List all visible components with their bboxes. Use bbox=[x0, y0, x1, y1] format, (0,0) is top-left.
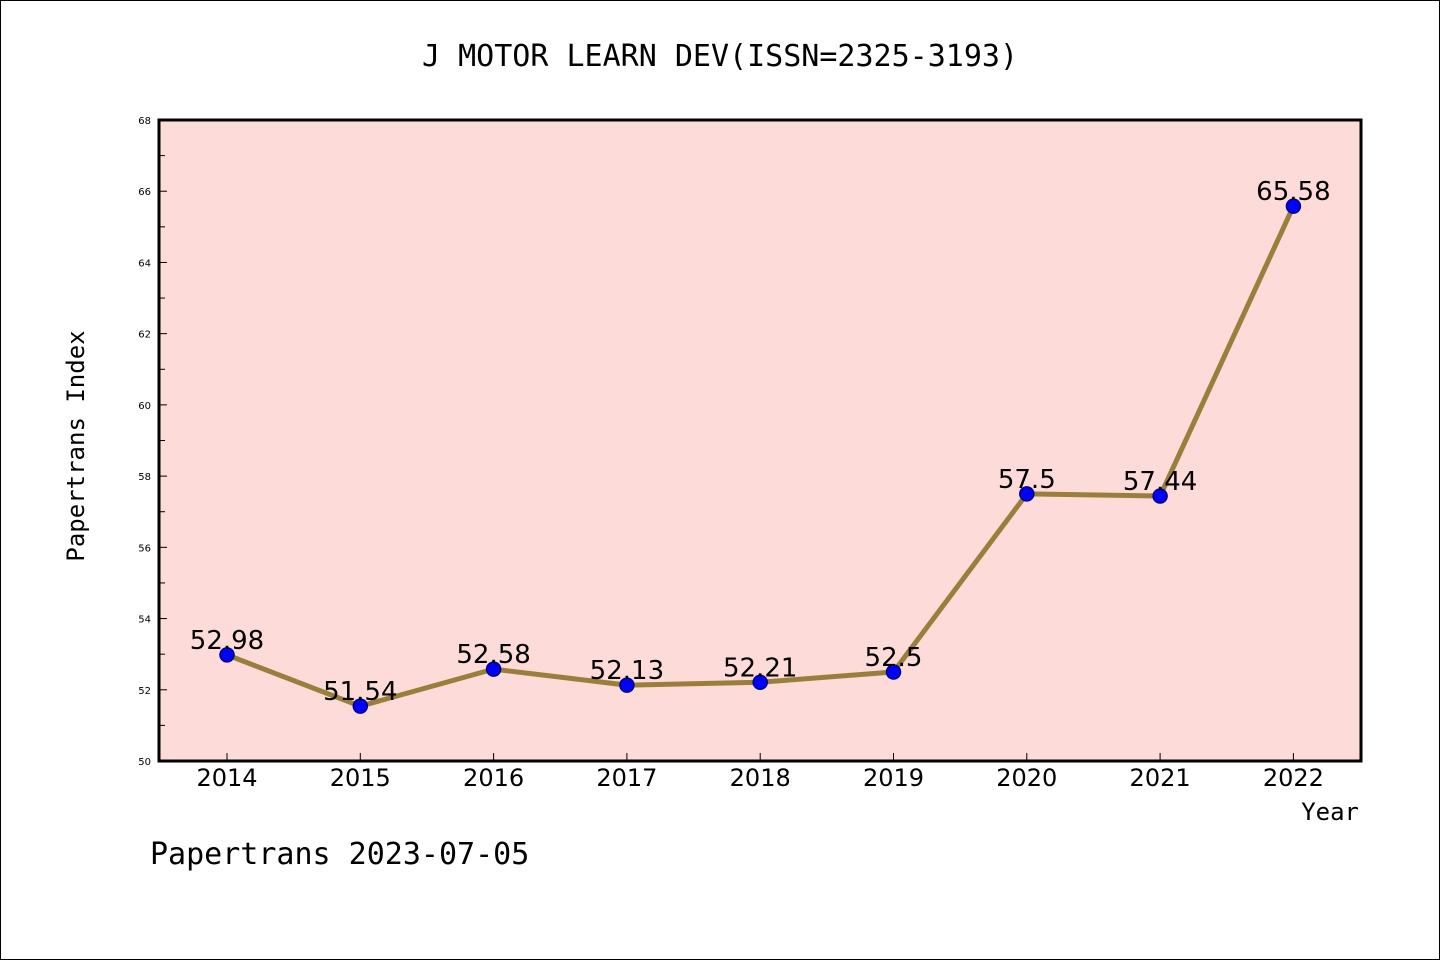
x-tick-label: 2016 bbox=[463, 764, 524, 792]
data-label: 52.58 bbox=[456, 640, 530, 670]
data-label: 52.21 bbox=[723, 653, 797, 683]
x-tick-label: 2020 bbox=[996, 764, 1057, 792]
footer-credit: Papertrans 2023-07-05 bbox=[150, 837, 529, 872]
y-tick-label: 64 bbox=[138, 258, 151, 269]
y-tick-label: 56 bbox=[138, 543, 151, 554]
data-label: 57.5 bbox=[998, 465, 1056, 495]
data-label: 65.58 bbox=[1256, 177, 1330, 207]
plot-area bbox=[157, 118, 1363, 763]
data-point bbox=[1019, 486, 1035, 502]
y-tick-label: 62 bbox=[138, 330, 151, 341]
data-label: 57.44 bbox=[1123, 467, 1197, 497]
data-labels: 52.98 51.54 52.58 52.13 52.21 52.5 57.5 57.44 65… bbox=[190, 177, 1331, 707]
data-point bbox=[752, 674, 768, 691]
data-label: 52.13 bbox=[590, 656, 664, 686]
data-point bbox=[619, 677, 635, 693]
data-point bbox=[885, 664, 902, 680]
y-axis-label: Papertrans Index bbox=[62, 330, 90, 561]
y-tick-label: 58 bbox=[138, 472, 151, 483]
x-tick-label: 2014 bbox=[196, 764, 257, 792]
data-point bbox=[219, 647, 235, 663]
y-tick-label: 50 bbox=[138, 757, 151, 768]
data-point bbox=[485, 661, 502, 677]
y-tick-label: 54 bbox=[138, 615, 151, 626]
data-point bbox=[1285, 198, 1302, 214]
data-label: 52.98 bbox=[190, 626, 264, 656]
y-tick-label: 52 bbox=[138, 686, 151, 697]
series-markers bbox=[219, 198, 1302, 714]
x-tick-label: 2017 bbox=[596, 764, 657, 792]
y-tick-label: 60 bbox=[138, 401, 151, 412]
data-label: 52.5 bbox=[865, 643, 923, 673]
x-tick-label: 2018 bbox=[730, 764, 791, 792]
y-axis: 50 52 54 56 58 60 62 64 66 68 bbox=[138, 116, 167, 768]
x-axis: 2014 2015 2016 2017 2018 2019 2020 2021 2022 bbox=[196, 753, 1324, 792]
x-tick-label: 2015 bbox=[330, 764, 391, 792]
x-tick-label: 2019 bbox=[863, 764, 924, 792]
x-tick-label: 2021 bbox=[1130, 764, 1191, 792]
data-point bbox=[352, 698, 369, 714]
y-tick-label: 66 bbox=[138, 187, 151, 198]
chart-title: J MOTOR LEARN DEV(ISSN=2325-3193) bbox=[422, 39, 1018, 74]
x-tick-label: 2022 bbox=[1263, 764, 1324, 792]
data-point bbox=[1152, 488, 1168, 504]
y-tick-label: 68 bbox=[138, 116, 151, 127]
data-label: 51.54 bbox=[323, 677, 397, 707]
x-axis-label: Year bbox=[1301, 798, 1359, 826]
